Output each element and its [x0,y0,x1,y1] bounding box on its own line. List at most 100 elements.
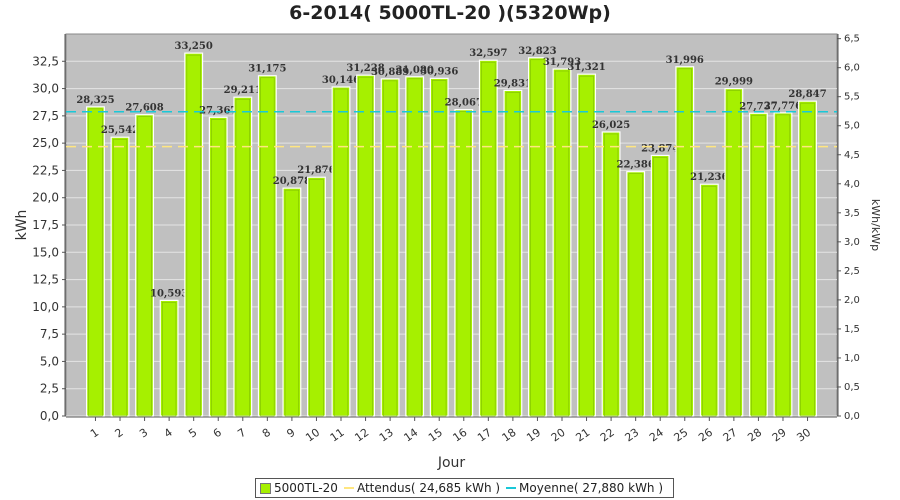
bar-inner-edge [112,138,128,417]
bar [699,183,719,417]
bar-inner-edge [407,78,422,417]
bar [626,171,646,417]
bar-inner-edge [702,185,717,417]
y-tick-label: 20,0 [32,191,59,205]
bar-data-label: 21,236 [690,172,728,183]
bar [724,87,744,417]
x-tick-label: 14 [401,426,420,445]
bar-data-label: 32,823 [518,46,556,57]
x-tick-label: 28 [745,426,764,445]
bar [331,86,351,417]
x-tick-label: 9 [284,426,297,441]
x-tick-label: 1 [88,426,101,441]
y2-tick-label: 0,0 [844,411,860,422]
x-tick-label: 21 [573,426,592,445]
y-tick-label: 17,5 [32,218,59,232]
legend-label-moyenne: Moyenne( 27,880 kWh ) [519,481,664,495]
y-tick-label: 25,0 [32,136,59,150]
y-tick-label: 5,0 [40,354,59,368]
x-tick-label: 11 [328,426,347,445]
bar-inner-edge [628,173,643,417]
y-tick-label: 32,5 [32,54,59,68]
bar-inner-edge [137,116,152,417]
bar-data-label: 27,367 [199,105,237,116]
y2-tick-label: 6,5 [844,34,860,45]
x-axis-title: Jour [437,455,466,471]
x-tick-label: 29 [770,426,789,445]
bar-inner-edge [456,111,471,417]
x-tick-label: 30 [794,426,813,445]
bar-data-label: 25,542 [101,125,139,136]
x-tick-label: 7 [235,426,248,441]
y2-tick-label: 0,5 [844,382,860,393]
bar-inner-edge [579,75,594,417]
bar-inner-edge [284,189,300,417]
bar-inner-edge [382,80,398,417]
bar [798,100,817,417]
bar-inner-edge [161,302,177,417]
legend-item-moyenne: Moyenne( 27,880 kWh ) [506,481,663,495]
bar-data-label: 32,597 [469,48,507,59]
bar-data-label: 29,831 [494,78,532,89]
x-tick-label: 8 [260,426,273,441]
y2-tick-label: 2,0 [844,295,860,306]
x-tick-label: 15 [426,426,445,445]
y2-tick-label: 4,0 [844,179,860,190]
bar [675,66,695,417]
bar [478,59,498,417]
x-tick-label: 18 [500,426,519,445]
bar-data-label: 30,889 [371,67,409,78]
bar [356,74,375,417]
bar-data-label: 31,996 [666,55,704,66]
bar [159,299,179,417]
chart-svg: 0,02,55,07,510,012,515,017,520,022,525,0… [14,33,882,471]
bar [208,116,228,417]
x-tick-label: 5 [186,426,199,441]
bar-data-label: 30,146 [322,75,360,86]
bar [503,89,523,417]
bar-data-label: 27,737 [739,101,777,112]
x-tick-label: 26 [696,426,715,445]
bar [233,96,253,417]
x-tick-label: 6 [211,426,224,441]
x-tick-label: 23 [622,426,641,445]
x-tick-label: 12 [352,426,371,445]
bar-data-label: 33,250 [175,41,213,52]
bar-inner-edge [751,114,766,417]
bar-inner-edge [603,133,619,417]
bar [307,176,326,417]
legend-label-attendus: Attendus( 24,685 kWh ) [356,481,501,495]
bar-inner-edge [88,108,103,417]
bar-inner-edge [235,98,250,417]
x-tick-label: 25 [672,426,691,445]
legend-swatch-moyenne [506,487,517,489]
y-tick-label: 12,5 [32,273,59,287]
bar [650,154,670,417]
bar-inner-edge [677,68,692,417]
x-tick-label: 24 [647,426,666,445]
y-tick-label: 10,0 [32,300,59,314]
bar [282,187,302,417]
bar [257,75,277,417]
bar-data-label: 30,936 [420,66,458,77]
bar [135,114,155,417]
bar-data-label: 31,793 [543,57,581,68]
bar-inner-edge [775,114,791,417]
bar [454,109,474,417]
bar-data-label: 27,776 [764,101,802,112]
x-tick-label: 3 [137,426,150,441]
y2-tick-label: 5,5 [844,92,860,103]
bar-data-label: 20,878 [273,176,311,187]
legend-item-attendus: Attendus( 24,685 kWh ) [343,481,501,495]
bar [601,131,621,417]
x-tick-label: 4 [162,426,175,441]
y2-axis-title: kWh/kWp [869,199,882,251]
x-tick-label: 2 [113,426,126,441]
legend-swatch-bar [260,482,271,494]
bar [380,78,400,417]
y-tick-label: 30,0 [32,82,59,96]
bar [110,136,130,417]
bar-data-label: 28,325 [76,95,114,106]
bar-inner-edge [260,77,275,417]
bar-data-label: 21,876 [297,165,335,176]
